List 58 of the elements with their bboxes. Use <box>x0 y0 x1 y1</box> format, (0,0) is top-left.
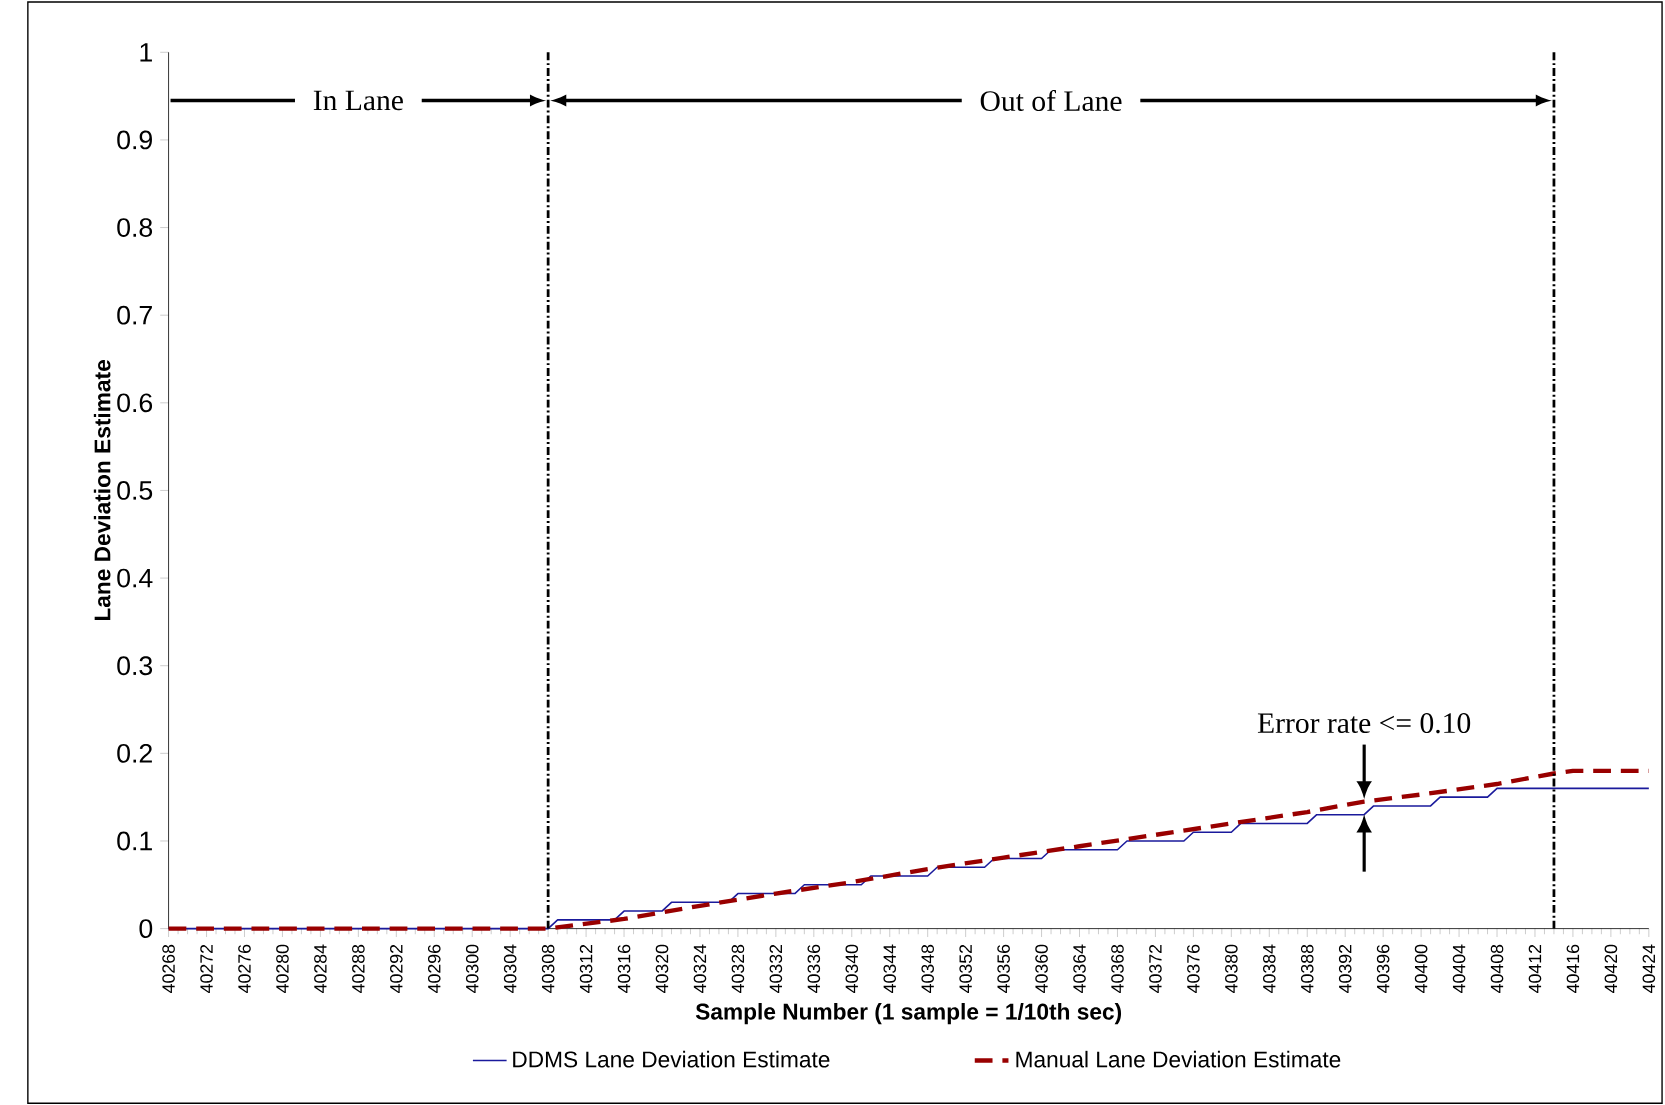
x-tick-label: 40420 <box>1604 944 1618 993</box>
x-tick-label: 40412 <box>1528 944 1542 993</box>
x-tick-label: 40380 <box>1225 944 1238 993</box>
x-tick-label: 40396 <box>1376 944 1390 993</box>
y-tick-label: 0.2 <box>117 743 152 763</box>
y-tick-label: 0.7 <box>117 305 152 325</box>
x-tick-label: 40272 <box>200 944 213 993</box>
x-tick-label: 40408 <box>1490 944 1504 993</box>
x-tick-label: 40332 <box>769 944 783 993</box>
y-tick-label: 0.4 <box>117 568 153 588</box>
y-tick-label: 0.1 <box>117 831 152 851</box>
x-tick-label: 40336 <box>807 944 821 993</box>
x-tick-label: 40284 <box>314 944 327 993</box>
x-tick-label: 40320 <box>655 944 669 993</box>
x-tick-label: 40276 <box>238 944 251 993</box>
x-tick-label: 40384 <box>1262 944 1276 993</box>
x-tick-label: 40388 <box>1300 944 1314 993</box>
legend-label: Manual Lane Deviation Estimate <box>1016 1050 1341 1068</box>
x-tick-label: 40356 <box>997 944 1010 993</box>
y-tick-label: 1 <box>140 43 152 62</box>
x-tick-label: 40268 <box>162 944 175 993</box>
y-tick-label: 0.9 <box>117 130 152 150</box>
legend-label: DDMS Lane Deviation Estimate <box>513 1050 830 1068</box>
y-tick-label: 0.8 <box>117 218 153 237</box>
x-tick-label: 40416 <box>1566 944 1580 993</box>
x-tick-label: 40316 <box>617 944 631 993</box>
x-tick-label: 40288 <box>352 944 365 993</box>
x-tick-label: 40376 <box>1187 944 1200 993</box>
x-tick-label: 40364 <box>1073 944 1086 993</box>
x-tick-label: 40280 <box>276 944 289 993</box>
x-tick-label: 40312 <box>579 944 593 993</box>
annotation: Error rate <= 0.10 <box>1257 713 1471 734</box>
x-tick-label: 40352 <box>959 944 972 993</box>
x-tick-label: 40424 <box>1642 944 1656 993</box>
x-tick-label: 40292 <box>390 944 403 993</box>
y-axis-title: Lane Deviation Estimate <box>93 359 111 620</box>
x-axis-title: Sample Number (1 sample = 1/10th sec) <box>695 1002 1122 1025</box>
annotation: In Lane <box>313 90 403 111</box>
y-tick-label: 0 <box>139 919 153 938</box>
x-tick-label: 40360 <box>1035 944 1048 993</box>
x-tick-label: 40324 <box>693 944 707 993</box>
x-tick-label: 40368 <box>1111 944 1124 993</box>
x-tick-label: 40296 <box>427 944 441 993</box>
x-tick-label: 40344 <box>883 944 897 993</box>
x-tick-label: 40400 <box>1414 944 1428 993</box>
y-tick-label: 0.3 <box>117 656 153 676</box>
x-tick-label: 40308 <box>541 944 555 993</box>
y-tick-label: 0.6 <box>117 393 153 413</box>
x-tick-label: 40348 <box>921 944 934 993</box>
x-tick-label: 40304 <box>503 944 517 993</box>
x-tick-label: 40340 <box>845 944 859 993</box>
x-tick-label: 40328 <box>731 944 745 993</box>
y-tick-label: 0.5 <box>117 480 153 500</box>
x-tick-label: 40372 <box>1149 944 1162 993</box>
x-tick-label: 40300 <box>465 944 479 993</box>
x-tick-label: 40392 <box>1338 944 1352 993</box>
x-tick-label: 40404 <box>1452 944 1466 993</box>
annotation: Out of Lane <box>980 89 1122 111</box>
